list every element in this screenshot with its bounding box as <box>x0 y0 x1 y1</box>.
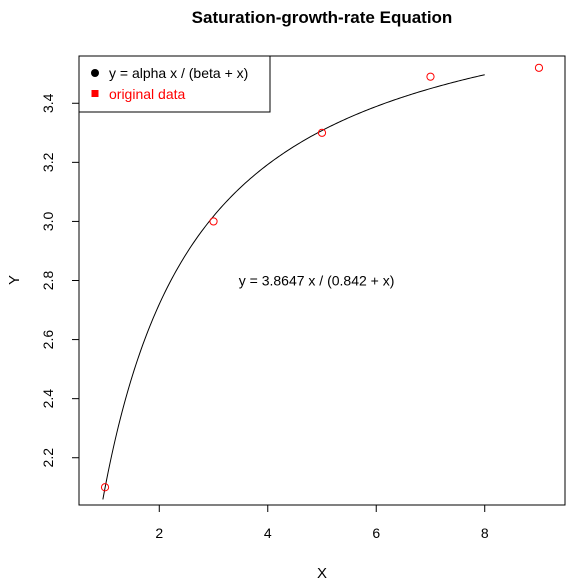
x-tick-label-6: 6 <box>372 525 380 541</box>
y-axis: 2.2 2.4 2.6 2.8 3.0 3.2 3.4 <box>40 93 80 468</box>
y-tick-label-3.0: 3.0 <box>40 211 56 231</box>
legend-model-marker <box>91 69 99 77</box>
data-point-3 <box>317 128 327 137</box>
y-tick-label-2.8: 2.8 <box>40 271 56 291</box>
data-point-4 <box>426 72 435 81</box>
legend-model-label: y = alpha x / (beta + x) <box>109 65 248 81</box>
data-point-2 <box>209 217 218 226</box>
x-tick-label-4: 4 <box>264 525 272 541</box>
x-axis-label: X <box>317 565 327 582</box>
legend: y = alpha x / (beta + x) original data <box>78 55 271 113</box>
y-tick-label-2.6: 2.6 <box>40 330 56 350</box>
y-tick-label-2.4: 2.4 <box>40 389 56 409</box>
y-tick-label-3.4: 3.4 <box>40 93 56 113</box>
y-axis-label: Y <box>6 275 23 285</box>
chart-title: Saturation-growth-rate Equation <box>192 8 453 27</box>
plot-content <box>100 63 544 500</box>
legend-data-label: original data <box>109 86 185 102</box>
x-axis: 2 4 6 8 <box>155 504 489 541</box>
x-tick-label-2: 2 <box>155 525 163 541</box>
y-tick-label-3.2: 3.2 <box>40 152 56 172</box>
fit-equation-annotation: y = 3.8647 x / (0.842 + x) <box>239 273 395 289</box>
legend-box <box>78 55 271 113</box>
data-point-1 <box>100 483 110 492</box>
x-tick-label-8: 8 <box>481 525 489 541</box>
data-point-5 <box>534 63 544 72</box>
legend-data-marker <box>91 90 99 97</box>
y-tick-label-2.2: 2.2 <box>40 448 56 468</box>
fitted-curve <box>102 74 485 500</box>
